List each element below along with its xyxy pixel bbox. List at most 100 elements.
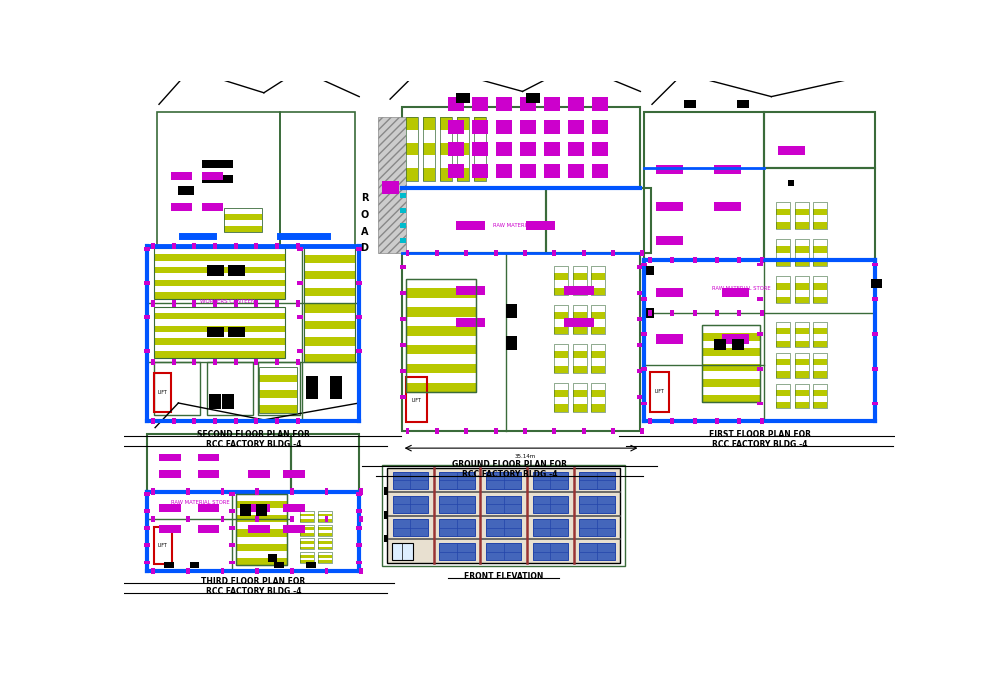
Bar	[439, 129, 452, 142]
Bar	[295, 301, 299, 307]
Bar	[439, 117, 452, 129]
Bar	[304, 246, 355, 362]
Bar	[318, 541, 332, 544]
Bar	[776, 259, 790, 266]
Bar	[776, 253, 790, 259]
Bar	[186, 516, 190, 522]
Bar	[702, 348, 759, 356]
Bar	[229, 492, 236, 495]
Bar	[153, 338, 285, 345]
Text: 35.14m: 35.14m	[514, 454, 536, 459]
Bar	[813, 390, 827, 396]
Bar	[637, 291, 643, 295]
Bar	[356, 315, 362, 319]
Bar	[642, 266, 654, 276]
Bar	[224, 226, 261, 233]
Bar	[224, 208, 261, 233]
Bar	[813, 202, 827, 208]
Bar	[794, 297, 808, 303]
Bar	[464, 249, 468, 256]
Bar	[402, 253, 640, 431]
Bar	[401, 223, 406, 228]
Bar	[279, 112, 355, 246]
Bar	[144, 561, 150, 564]
Bar	[554, 365, 568, 373]
Bar	[813, 384, 827, 408]
Bar	[300, 539, 314, 549]
Bar	[641, 297, 647, 301]
Bar	[569, 97, 583, 111]
Bar	[207, 362, 253, 415]
Bar	[275, 243, 279, 249]
Bar	[474, 168, 486, 181]
Bar	[406, 373, 476, 383]
Bar	[402, 188, 546, 253]
Text: D: D	[361, 243, 369, 253]
Bar	[300, 560, 314, 563]
Bar	[813, 290, 827, 297]
Bar	[684, 100, 696, 108]
Bar	[229, 526, 236, 530]
Bar	[472, 164, 488, 178]
Bar	[300, 539, 314, 541]
Bar	[794, 208, 808, 216]
Bar	[472, 120, 488, 133]
Bar	[406, 377, 427, 422]
Bar	[794, 340, 808, 346]
Bar	[670, 309, 674, 316]
Bar	[759, 257, 763, 264]
Text: O: O	[361, 210, 369, 220]
Text: LIFT: LIFT	[158, 543, 168, 548]
Bar	[693, 309, 697, 316]
Bar	[591, 351, 605, 358]
Bar	[144, 543, 150, 547]
Bar	[213, 301, 217, 307]
Text: LIFT: LIFT	[655, 389, 665, 394]
Bar	[248, 504, 269, 512]
Bar	[554, 344, 568, 351]
Bar	[573, 404, 586, 412]
Text: A: A	[361, 226, 368, 237]
Bar	[439, 543, 475, 560]
Bar	[776, 365, 790, 371]
Text: LIFT: LIFT	[157, 390, 167, 395]
Bar	[356, 543, 362, 547]
Bar	[255, 504, 266, 516]
Bar	[565, 286, 594, 295]
Bar	[359, 568, 363, 574]
Bar	[318, 544, 332, 547]
Bar	[318, 519, 332, 522]
Bar	[406, 307, 476, 317]
Bar	[776, 402, 790, 408]
Bar	[486, 472, 522, 489]
Bar	[794, 384, 808, 390]
Bar	[224, 220, 261, 226]
Text: R: R	[361, 193, 368, 203]
Bar	[439, 142, 452, 156]
Bar	[259, 382, 297, 390]
Bar	[283, 504, 305, 512]
Bar	[794, 222, 808, 229]
Bar	[545, 142, 560, 156]
Bar	[794, 353, 808, 377]
Bar	[406, 336, 476, 345]
Bar	[873, 402, 879, 405]
Bar	[151, 489, 155, 495]
Bar	[776, 222, 790, 229]
Bar	[776, 202, 790, 208]
Bar	[193, 243, 197, 249]
Bar	[764, 112, 876, 168]
Bar	[474, 156, 486, 168]
Bar	[573, 319, 586, 327]
Bar	[144, 315, 150, 319]
Text: RCC FACTORY BLDG.-4: RCC FACTORY BLDG.-4	[206, 440, 301, 449]
Bar	[644, 260, 876, 421]
Bar	[573, 365, 586, 373]
Bar	[300, 511, 314, 514]
Bar	[813, 334, 827, 340]
Bar	[290, 489, 294, 495]
Bar	[259, 405, 297, 413]
Bar	[229, 509, 236, 513]
Bar	[778, 146, 805, 155]
Bar	[776, 276, 790, 303]
